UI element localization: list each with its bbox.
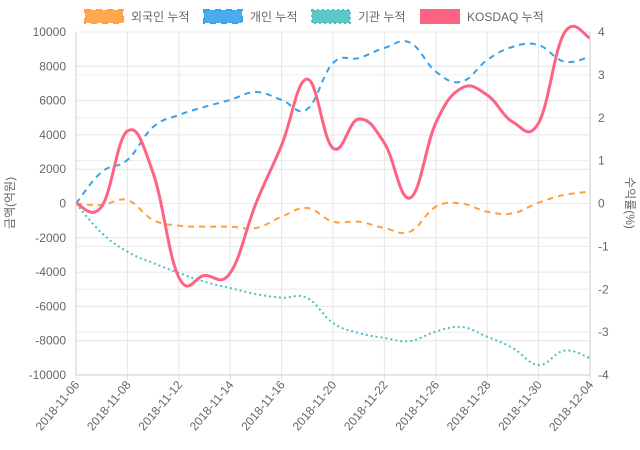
- x-tick-label: 2018-11-28: [444, 378, 494, 434]
- axes: 10000 8000 6000 4000 2000 0 -2000 -4000 -6000 -80…: [29, 25, 609, 434]
- legend: 외국인 누적 개인 누적 기관 누적 KOSDAQ 누적: [84, 9, 544, 24]
- y-right-tick-label: -3: [598, 325, 609, 339]
- x-tick-label: 2018-11-08: [84, 378, 134, 434]
- y-left-tick-label: -6000: [35, 299, 66, 313]
- y-right-tick-label: 0: [598, 197, 605, 211]
- x-tick-label: 2018-11-14: [187, 378, 237, 434]
- series-line-1: [75, 40, 591, 205]
- x-tick-label: 2018-11-22: [341, 378, 391, 434]
- legend-label-2: 기관 누적: [358, 10, 406, 24]
- x-tick-label: 2018-11-06: [33, 378, 83, 434]
- y-right-tick-label: 3: [598, 68, 605, 82]
- y-left-tick-label: 4000: [39, 128, 66, 142]
- legend-swatch-1: [203, 9, 243, 24]
- y-left-tick-label: -10000: [29, 368, 67, 382]
- legend-label-1: 개인 누적: [250, 10, 298, 24]
- x-tick-label: 2018-11-30: [495, 378, 545, 434]
- legend-label-3: KOSDAQ 누적: [467, 10, 544, 24]
- y-right-tick-label: 4: [598, 25, 605, 39]
- series-line-3: [75, 24, 591, 288]
- y-left-tick-label: 6000: [39, 94, 66, 108]
- y-right-tick-label: -4: [598, 368, 609, 382]
- y-left-tick-label: 2000: [39, 162, 66, 176]
- x-tick-label: 2018-12-04: [546, 378, 596, 434]
- y-left-tick-label: 0: [59, 197, 66, 211]
- y-right-tick-label: -2: [598, 282, 609, 296]
- y-right-tick-label: 1: [598, 154, 605, 168]
- x-tick-label: 2018-11-16: [238, 378, 288, 434]
- y-left-tick-label: -2000: [35, 231, 66, 245]
- legend-label-0: 외국인 누적: [131, 10, 190, 24]
- y-left-tick-label: 10000: [33, 25, 67, 39]
- series-line-2: [75, 202, 591, 367]
- y-right-tick-label: 2: [598, 111, 605, 125]
- legend-swatch-0: [84, 9, 124, 24]
- x-tick-label: 2018-11-20: [290, 378, 340, 434]
- series-lines: [75, 24, 591, 367]
- grid: [75, 31, 591, 380]
- y-right-tick-label: -1: [598, 239, 609, 253]
- series-line-0: [75, 190, 591, 235]
- y-left-tick-label: -8000: [35, 334, 66, 348]
- y-axis-left-title: 금액(억원): [3, 177, 17, 229]
- legend-swatch-3: [420, 9, 460, 24]
- x-tick-label: 2018-11-12: [135, 378, 185, 434]
- y-left-tick-label: 8000: [39, 59, 66, 73]
- x-tick-label: 2018-11-26: [392, 378, 442, 434]
- legend-swatch-2: [311, 9, 351, 24]
- y-left-tick-label: -4000: [35, 265, 66, 279]
- y-axis-right-title: 수익률(%): [623, 177, 637, 229]
